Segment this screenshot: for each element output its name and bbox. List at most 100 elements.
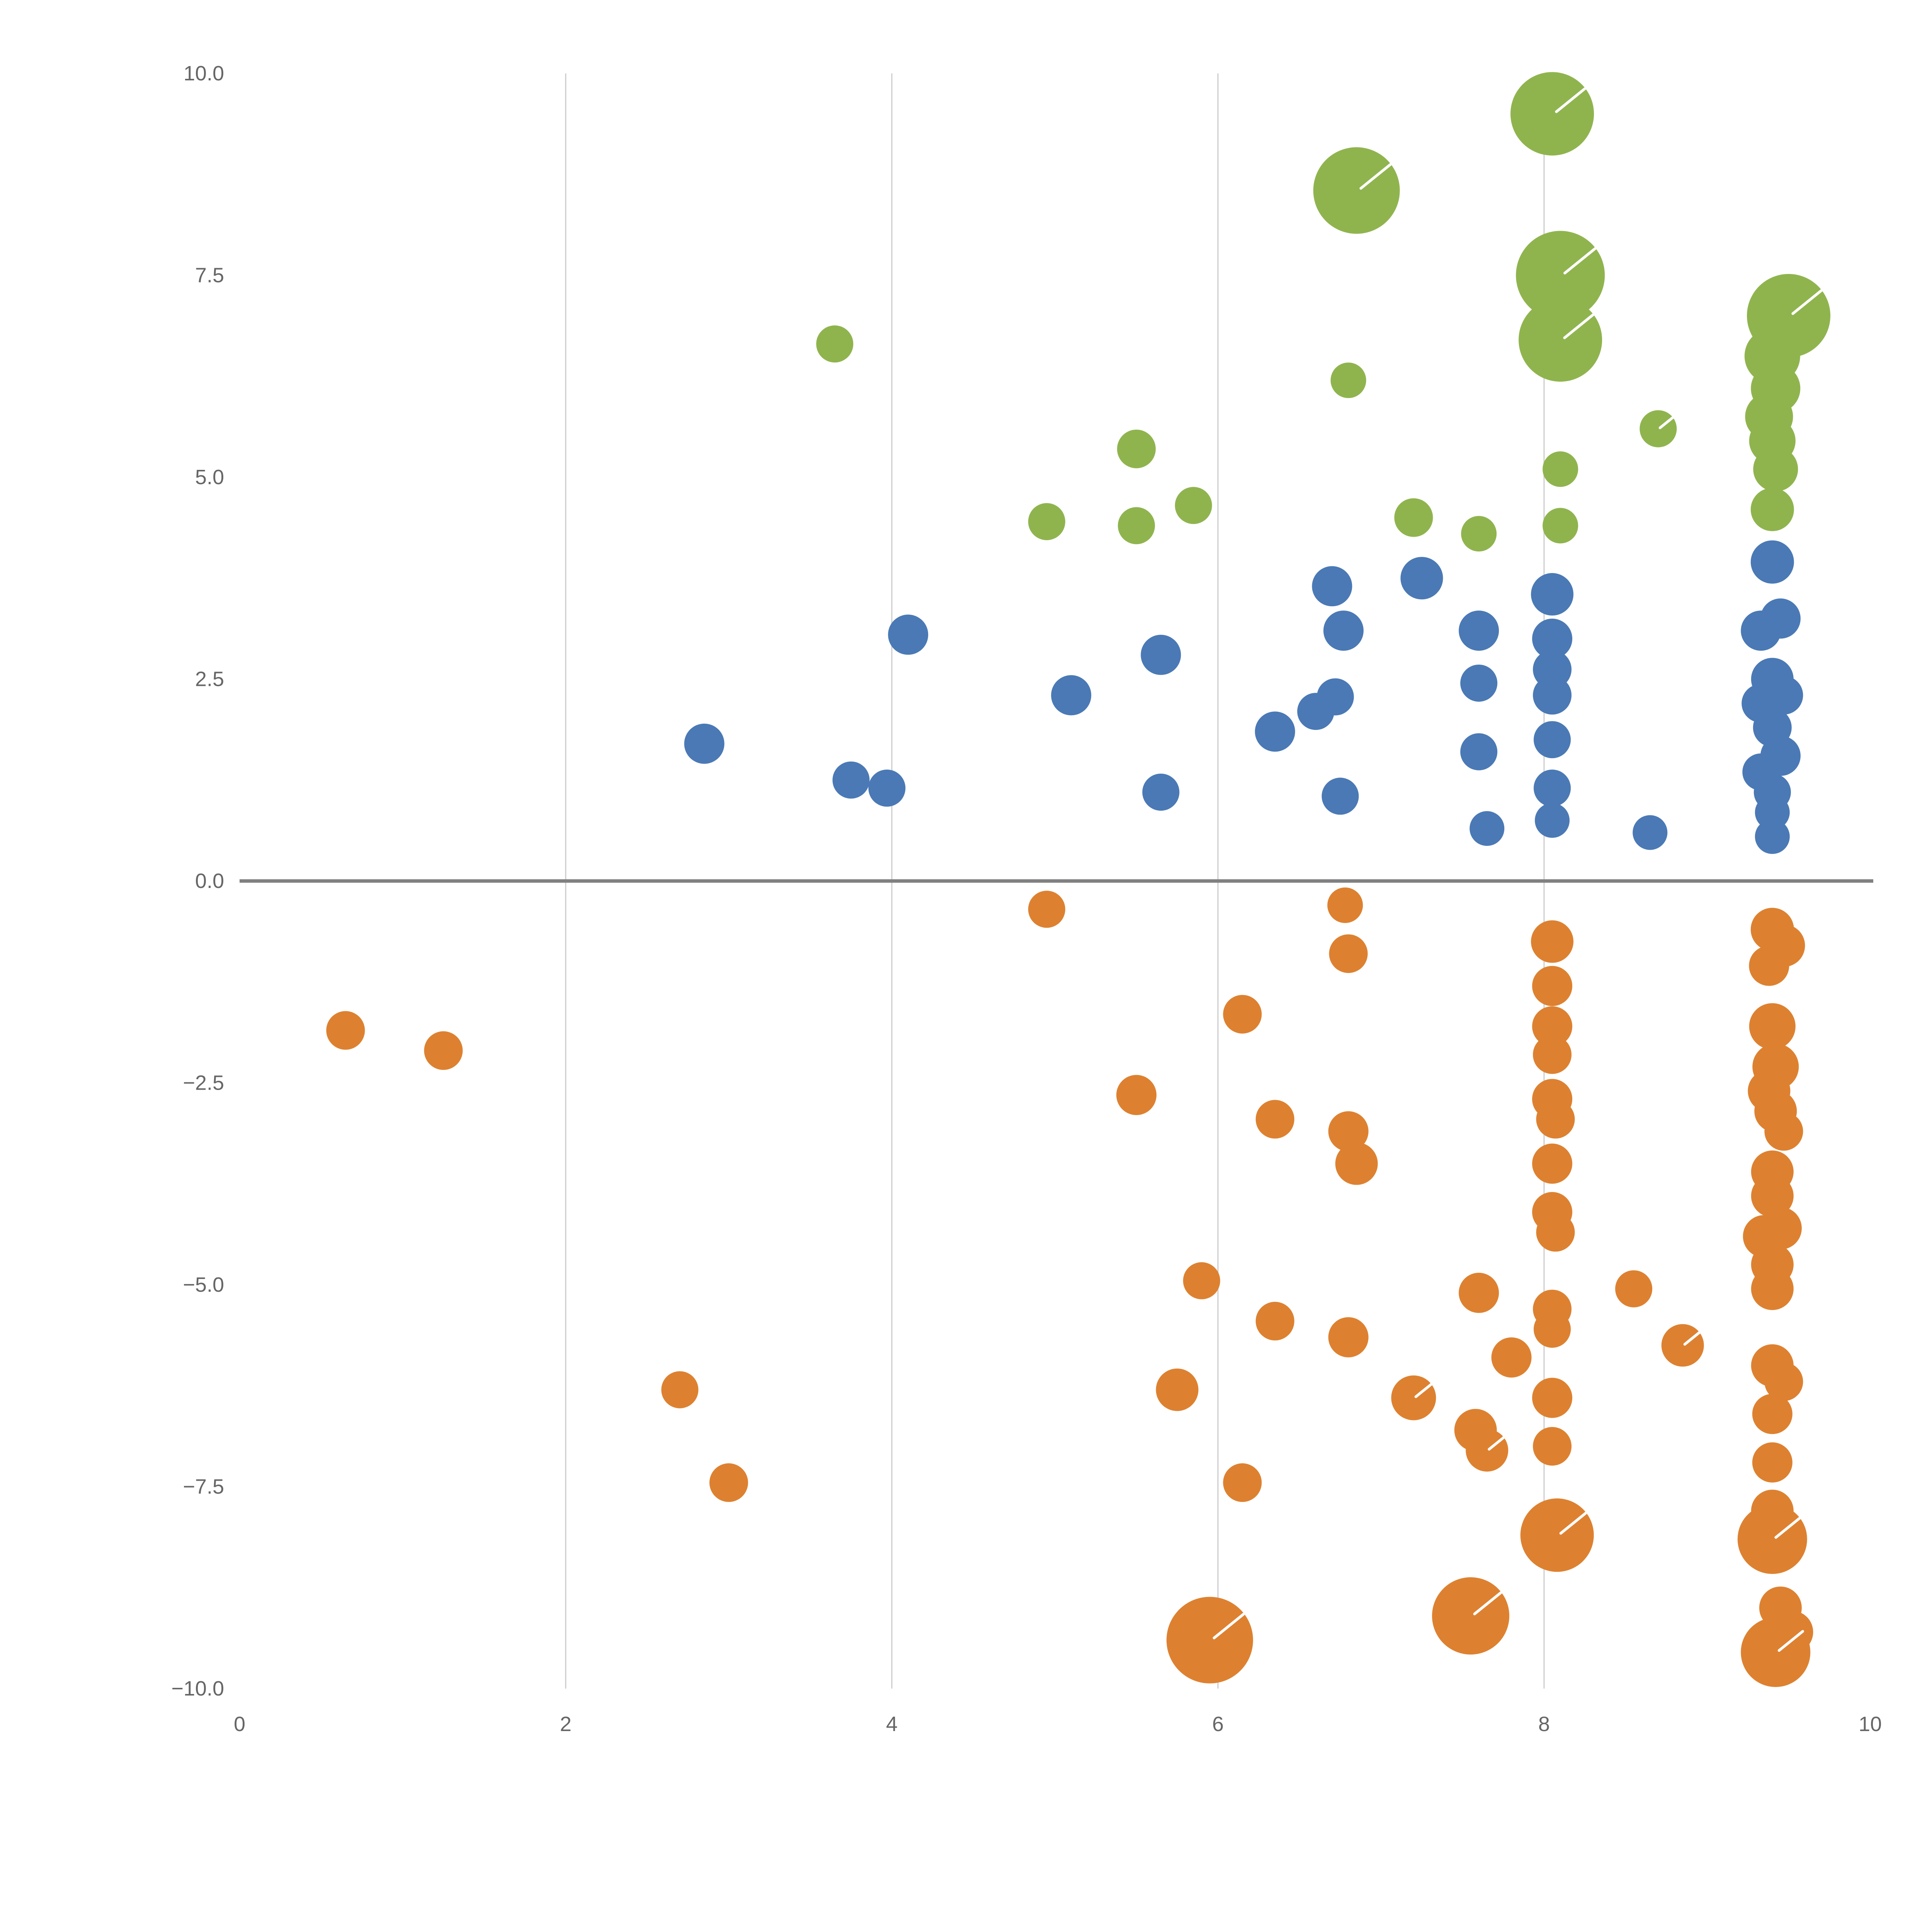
data-point-blue (1400, 557, 1443, 600)
data-point-orange (1749, 1003, 1796, 1050)
axis-tick-labels: −10.0 −7.5 −5.0 −2.5 0.0 2.5 5.0 7.5 10.0 0 2 4 6 8 10 (171, 62, 1882, 1736)
x-tick-label: 0 (234, 1713, 245, 1736)
bubble-white-slash-mark (1683, 1331, 1701, 1346)
data-point-blue (684, 723, 724, 764)
y-tick-label: 0.0 (195, 869, 224, 893)
data-point-blue (1142, 774, 1180, 811)
x-tick-label: 4 (886, 1713, 898, 1736)
x-tick-label: 6 (1212, 1713, 1224, 1736)
y-tick-label: −5.0 (183, 1273, 224, 1296)
data-point-orange (1391, 1375, 1436, 1420)
data-point-blue (1255, 711, 1295, 752)
data-point-orange (1759, 1207, 1802, 1250)
data-point-orange (1534, 1310, 1571, 1348)
data-point-blue (1323, 611, 1364, 651)
data-point-orange (1183, 1262, 1220, 1299)
data-point-blue (1460, 664, 1498, 702)
data-point-blue (1459, 611, 1499, 651)
x-tick-label: 2 (560, 1713, 571, 1736)
bubble-white-slash-mark (1791, 289, 1823, 315)
data-point-orange (326, 1011, 365, 1050)
data-point-green (1543, 508, 1578, 544)
data-point-orange (1491, 1337, 1532, 1378)
data-point-green (1117, 429, 1156, 468)
data-point-green (1118, 507, 1155, 544)
bubble-white-slash-mark (1777, 1630, 1804, 1652)
data-point-orange (1751, 1175, 1794, 1218)
data-point-orange (1532, 1143, 1573, 1184)
data-point-blue (888, 614, 929, 655)
data-point-orange (1752, 1442, 1793, 1483)
data-point-blue (1535, 803, 1570, 838)
data-point-orange (1166, 1597, 1253, 1684)
data-point-blue (1321, 777, 1359, 815)
data-point-orange (1432, 1577, 1510, 1655)
data-point-blue (1741, 611, 1781, 651)
data-point-orange (1749, 946, 1789, 986)
y-tick-label: 10.0 (184, 62, 224, 85)
data-point-orange (1255, 1100, 1294, 1139)
data-point-orange (1520, 1498, 1594, 1572)
data-point-green (816, 325, 854, 363)
bubble-white-slash-mark (1473, 1591, 1502, 1616)
data-points-layer (326, 72, 1830, 1687)
y-tick-label: 2.5 (195, 668, 224, 691)
data-point-blue (1533, 676, 1572, 715)
data-point-orange (424, 1031, 463, 1070)
y-tick-label: −2.5 (183, 1071, 224, 1095)
data-point-orange (1531, 920, 1574, 963)
data-point-blue (1755, 795, 1790, 830)
data-point-orange (1764, 1112, 1803, 1151)
data-point-blue (832, 761, 870, 799)
data-point-green (1510, 72, 1594, 156)
data-point-green (1639, 410, 1677, 447)
bubble-white-slash-mark (1488, 1436, 1505, 1451)
x-tick-label: 8 (1538, 1713, 1550, 1736)
data-point-orange (1661, 1324, 1704, 1367)
data-point-green (1519, 298, 1602, 382)
data-point-orange (1536, 1100, 1575, 1139)
data-point-green (1753, 447, 1798, 492)
data-point-green (1175, 487, 1212, 524)
data-point-orange (1532, 1006, 1573, 1047)
data-point-orange (1752, 1394, 1793, 1434)
data-point-blue (1750, 540, 1794, 584)
data-point-orange (1459, 1272, 1499, 1313)
bubble-white-slash-mark (1559, 1512, 1587, 1535)
data-point-green (1461, 516, 1497, 552)
data-point-orange (1255, 1302, 1294, 1341)
bubble-white-slash-mark (1414, 1383, 1433, 1398)
data-point-green (1330, 362, 1366, 398)
data-point-orange (1533, 1427, 1572, 1466)
data-point-orange (1223, 1463, 1262, 1502)
data-point-green (1313, 147, 1400, 234)
data-point-green (1028, 503, 1065, 540)
bubble-white-slash-mark (1359, 163, 1392, 190)
data-point-blue (1051, 675, 1092, 716)
data-point-orange (1764, 1362, 1803, 1401)
data-point-blue (868, 769, 906, 807)
data-point-blue (1534, 721, 1571, 759)
data-point-blue (1141, 634, 1181, 675)
data-point-green (1750, 488, 1794, 531)
y-tick-label: −7.5 (183, 1475, 224, 1498)
data-point-blue (1460, 733, 1498, 770)
data-point-orange (1329, 934, 1368, 973)
data-point-blue (1534, 769, 1571, 807)
data-point-orange (1328, 1111, 1369, 1151)
data-point-blue (1532, 619, 1573, 659)
data-point-orange (1116, 1075, 1156, 1115)
bubble-white-slash-mark (1774, 1517, 1801, 1539)
data-point-orange (1737, 1504, 1807, 1574)
data-point-orange (1533, 1035, 1572, 1074)
bubble-white-slash-mark (1555, 87, 1586, 113)
data-point-orange (1328, 1317, 1369, 1357)
data-point-blue (1316, 678, 1354, 716)
data-point-orange (1741, 1617, 1811, 1687)
data-point-orange (1466, 1429, 1509, 1472)
data-point-orange (1327, 887, 1363, 923)
data-point-orange (1223, 995, 1262, 1034)
bubble-white-slash-mark (1563, 247, 1597, 275)
